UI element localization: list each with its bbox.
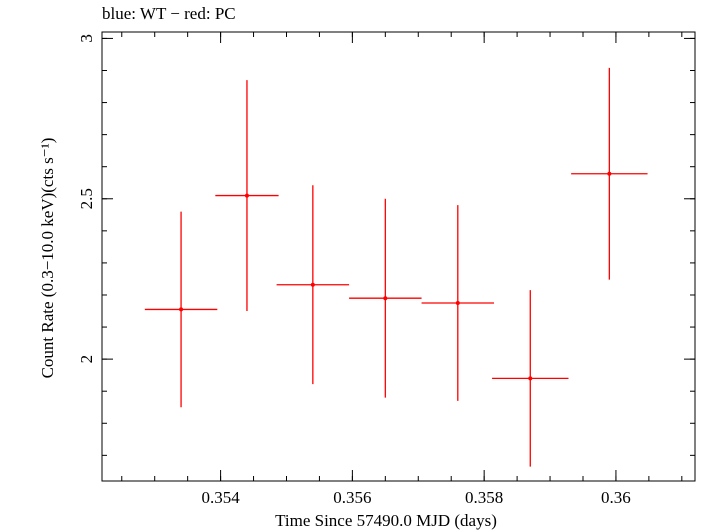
point-marker bbox=[244, 193, 249, 198]
point-marker bbox=[383, 296, 388, 301]
point-marker bbox=[528, 376, 533, 381]
y-tick-label: 2.5 bbox=[77, 188, 96, 209]
data-point bbox=[571, 67, 648, 280]
y-tick-label: 2 bbox=[77, 355, 96, 364]
x-tick-label: 0.354 bbox=[201, 488, 240, 507]
y-tick-labels: 22.53 bbox=[77, 34, 96, 363]
chart-title: blue: WT − red: PC bbox=[102, 4, 236, 23]
x-tick-label: 0.358 bbox=[465, 488, 503, 507]
plot-frame bbox=[101, 31, 696, 482]
data-point bbox=[349, 198, 422, 398]
x-tick-label: 0.356 bbox=[333, 488, 371, 507]
data-point bbox=[421, 205, 495, 401]
x-tick-label: 0.36 bbox=[601, 488, 631, 507]
x-tick-labels: 0.354 0.356 0.358 0.36 bbox=[201, 488, 630, 507]
point-marker bbox=[607, 171, 612, 176]
data-point bbox=[144, 211, 218, 408]
data-point bbox=[215, 80, 279, 312]
point-marker bbox=[310, 282, 315, 287]
minor-ticks bbox=[102, 32, 695, 481]
x-axis-label: Time Since 57490.0 MJD (days) bbox=[275, 511, 497, 530]
y-axis-label: Count Rate (0.3−10.0 keV)(cts s⁻¹) bbox=[38, 138, 57, 379]
data-point bbox=[276, 185, 350, 385]
point-marker bbox=[455, 301, 460, 306]
data-layer bbox=[144, 67, 648, 467]
major-ticks bbox=[102, 32, 695, 481]
y-tick-label: 3 bbox=[77, 34, 96, 43]
data-point bbox=[492, 290, 569, 467]
point-marker bbox=[179, 307, 184, 312]
